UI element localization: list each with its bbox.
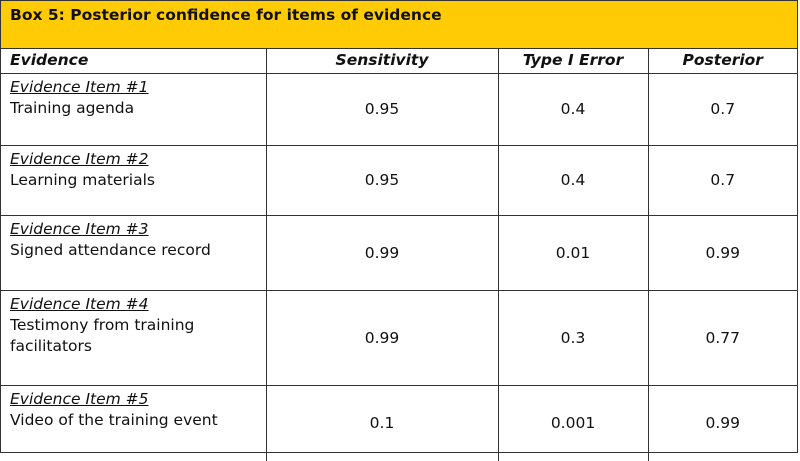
evidence-item-description: Signed attendance record [10,240,266,261]
sensitivity-cell: 0.99 [266,291,498,386]
posterior-cell: 0.77 [648,291,797,386]
posterior-cell: 0.7 [648,74,797,146]
posterior-cell: 0.7 [648,146,797,216]
evidence-item-description: Learning materials [10,170,266,191]
sensitivity-cell: 0.95 [266,146,498,216]
evidence-table: Evidence Sensitivity Type I Error Poster… [1,48,797,461]
evidence-item-label: Evidence Item #2 [10,149,266,170]
evidence-cell: Evidence Item #5 Video of the training e… [1,386,266,461]
evidence-item-description: Video of the training event [10,410,266,431]
evidence-item-description: Training agenda [10,98,266,119]
type-i-error-cell: 0.4 [498,74,648,146]
evidence-item-label: Evidence Item #4 [10,294,266,315]
evidence-item-description: Testimony from training facilitators [10,315,266,357]
table-row: Evidence Item #1 Training agenda 0.95 0.… [1,74,797,146]
evidence-cell: Evidence Item #3 Signed attendance recor… [1,216,266,291]
evidence-cell: Evidence Item #2 Learning materials [1,146,266,216]
type-i-error-cell: 0.001 [498,386,648,461]
column-header-posterior: Posterior [648,48,797,74]
type-i-error-cell: 0.3 [498,291,648,386]
table-row: Evidence Item #4 Testimony from training… [1,291,797,386]
evidence-cell: Evidence Item #4 Testimony from training… [1,291,266,386]
type-i-error-cell: 0.4 [498,146,648,216]
evidence-item-label: Evidence Item #3 [10,219,266,240]
type-i-error-cell: 0.01 [498,216,648,291]
column-header-type-i-error: Type I Error [498,48,648,74]
column-header-evidence: Evidence [1,48,266,74]
evidence-item-label: Evidence Item #1 [10,77,266,98]
sensitivity-cell: 0.99 [266,216,498,291]
table-header-row: Evidence Sensitivity Type I Error Poster… [1,48,797,74]
table-row: Evidence Item #2 Learning materials 0.95… [1,146,797,216]
sensitivity-cell: 0.95 [266,74,498,146]
evidence-item-label: Evidence Item #5 [10,389,266,410]
column-header-sensitivity: Sensitivity [266,48,498,74]
sensitivity-cell: 0.1 [266,386,498,461]
box-title: Box 5: Posterior confidence for items of… [10,6,442,24]
table-row: Evidence Item #5 Video of the training e… [1,386,797,461]
table-row: Evidence Item #3 Signed attendance recor… [1,216,797,291]
box-header: Box 5: Posterior confidence for items of… [1,1,797,49]
posterior-cell: 0.99 [648,386,797,461]
evidence-cell: Evidence Item #1 Training agenda [1,74,266,146]
posterior-cell: 0.99 [648,216,797,291]
